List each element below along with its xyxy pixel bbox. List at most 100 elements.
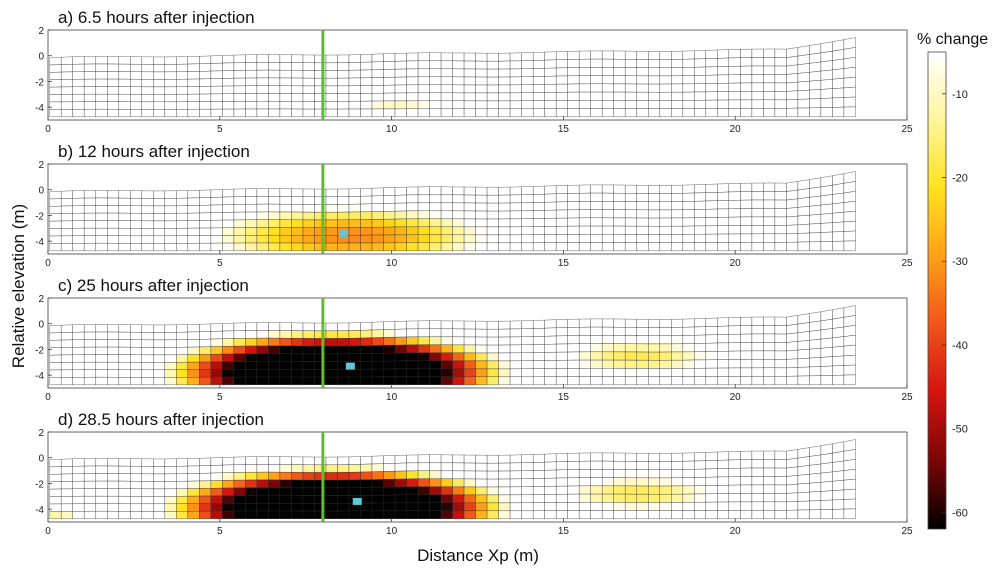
mesh-cell (463, 510, 476, 519)
mesh-cell (590, 502, 603, 511)
mesh-cell (786, 233, 799, 243)
mesh-cell (440, 84, 453, 93)
mesh-cell (498, 486, 511, 496)
mesh-cell (348, 54, 361, 63)
mesh-cell (176, 56, 188, 65)
mesh-cell (786, 457, 799, 469)
mesh-cell (774, 367, 787, 377)
mesh-cell (820, 60, 833, 72)
mesh-cell (671, 92, 683, 101)
mesh-cell (141, 473, 154, 482)
mesh-cell (337, 353, 350, 362)
mesh-cell (498, 68, 511, 78)
mesh-cell (383, 226, 396, 236)
mesh-cell (786, 189, 799, 201)
mesh-cell (682, 477, 695, 487)
mesh-cell (682, 209, 695, 219)
mesh-cell (164, 190, 177, 199)
mesh-cell (337, 510, 350, 519)
mesh-cell (118, 86, 131, 95)
mesh-cell (498, 226, 511, 236)
mesh-cell (291, 211, 304, 221)
mesh-cell (648, 376, 660, 385)
y-tick-label: -4 (35, 237, 44, 248)
mesh-cell (498, 494, 511, 504)
mesh-cell (751, 467, 764, 477)
mesh-cell (394, 454, 407, 464)
mesh-cell (348, 196, 361, 205)
mesh-cell (233, 188, 246, 197)
mesh-cell (763, 350, 776, 360)
mesh-cell (360, 368, 373, 378)
mesh-cell (705, 510, 718, 519)
mesh-cell (671, 50, 683, 60)
mesh-cell (360, 93, 373, 102)
mesh-cell (164, 332, 177, 341)
mesh-cell (475, 218, 488, 228)
mesh-cell (176, 86, 188, 95)
mesh-cell (590, 201, 603, 210)
mesh-cell (130, 101, 142, 110)
mesh-cell (717, 83, 729, 92)
mesh-cell (153, 190, 165, 199)
mesh-cell (72, 228, 85, 236)
mesh-cell (567, 100, 580, 109)
mesh-cell (843, 315, 856, 328)
mesh-cell (452, 92, 465, 101)
mesh-cell (544, 193, 557, 203)
mesh-cell (613, 201, 626, 210)
mesh-cell (786, 90, 799, 101)
mesh-cell (843, 508, 856, 519)
mesh-cell (486, 92, 499, 102)
mesh-cell (164, 458, 177, 467)
mesh-cell (394, 320, 407, 330)
mesh-cell (705, 183, 718, 193)
mesh-cell (84, 324, 96, 333)
mesh-cell (521, 344, 534, 353)
mesh-cell (820, 231, 833, 242)
mesh-cell (590, 225, 603, 235)
mesh-cell (153, 511, 165, 519)
mesh-cell (256, 361, 269, 370)
mesh-cell (763, 467, 776, 477)
mesh-cell (107, 339, 119, 348)
mesh-cell (602, 477, 614, 487)
mesh-cell (705, 493, 718, 503)
mesh-cell (521, 376, 534, 385)
mesh-cell (740, 333, 753, 343)
mesh-cell (360, 329, 373, 339)
mesh-cell (279, 472, 292, 481)
mesh-cell (567, 59, 580, 68)
mesh-cell (164, 86, 177, 95)
mesh-cell (556, 477, 568, 487)
mesh-cell (233, 369, 246, 378)
mesh-cell (256, 62, 269, 71)
mesh-cell (797, 322, 810, 333)
mesh-cell (751, 225, 764, 235)
mesh-cell (820, 69, 833, 81)
mesh-cell (463, 108, 476, 117)
mesh-cell (268, 376, 281, 385)
mesh-cell (774, 108, 787, 117)
mesh-cell (153, 339, 165, 348)
mesh-cell (348, 376, 361, 385)
mesh-cell (337, 108, 350, 117)
mesh-cell (521, 234, 534, 243)
mesh-cell (774, 316, 787, 326)
mesh-cell (440, 494, 453, 503)
mesh-cell (832, 508, 845, 519)
mesh-cell (463, 234, 476, 243)
mesh-cell (394, 470, 407, 480)
mesh-cell (256, 242, 269, 251)
mesh-cell (118, 101, 131, 110)
mesh-cell (107, 228, 119, 236)
mesh-cell (222, 54, 235, 64)
mesh-cell (613, 67, 626, 76)
mesh-cell (360, 77, 373, 86)
mesh-cell (671, 477, 683, 487)
mesh-cell (820, 203, 833, 215)
mesh-cell (429, 100, 442, 109)
mesh-cell (521, 92, 534, 101)
mesh-cell (440, 242, 453, 251)
